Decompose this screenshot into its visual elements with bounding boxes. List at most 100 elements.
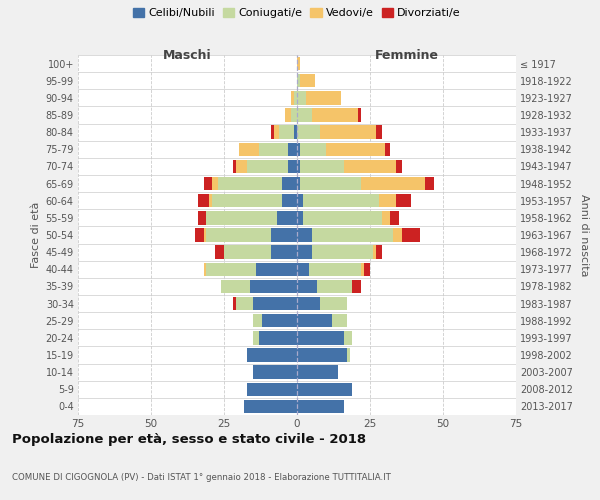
Bar [303, 211, 382, 224]
Bar [256, 262, 297, 276]
Bar [385, 142, 391, 156]
Bar [239, 142, 259, 156]
Bar [262, 314, 297, 328]
Bar [311, 246, 373, 259]
Bar [203, 177, 212, 190]
Bar [352, 280, 361, 293]
Bar [332, 314, 347, 328]
Bar [320, 297, 347, 310]
Bar [391, 211, 399, 224]
Bar [198, 211, 206, 224]
Bar [361, 177, 425, 190]
Bar [236, 160, 247, 173]
Bar [280, 126, 294, 139]
Bar [425, 177, 434, 190]
Bar [297, 331, 344, 344]
Bar [253, 297, 297, 310]
Bar [297, 126, 320, 139]
Bar [198, 194, 209, 207]
Bar [361, 262, 364, 276]
Bar [347, 348, 350, 362]
Bar [233, 297, 236, 310]
Bar [291, 108, 297, 122]
Bar [300, 160, 344, 173]
Bar [236, 297, 253, 310]
Bar [291, 91, 294, 104]
Bar [297, 246, 311, 259]
Bar [297, 366, 338, 379]
Bar [297, 108, 311, 122]
Bar [195, 228, 203, 241]
Bar [297, 382, 352, 396]
Bar [396, 160, 402, 173]
Bar [224, 246, 271, 259]
Bar [300, 177, 361, 190]
Bar [297, 280, 317, 293]
Bar [294, 91, 297, 104]
Bar [297, 91, 306, 104]
Bar [379, 194, 396, 207]
Bar [317, 280, 352, 293]
Bar [218, 177, 283, 190]
Bar [203, 228, 206, 241]
Bar [358, 108, 361, 122]
Bar [274, 126, 280, 139]
Bar [212, 194, 283, 207]
Bar [297, 194, 303, 207]
Text: Popolazione per età, sesso e stato civile - 2018: Popolazione per età, sesso e stato civil… [12, 432, 366, 446]
Bar [297, 74, 300, 88]
Bar [286, 108, 291, 122]
Bar [297, 262, 308, 276]
Bar [320, 126, 376, 139]
Bar [297, 57, 300, 70]
Bar [394, 228, 402, 241]
Text: COMUNE DI CIGOGNOLA (PV) - Dati ISTAT 1° gennaio 2018 - Elaborazione TUTTITALIA.: COMUNE DI CIGOGNOLA (PV) - Dati ISTAT 1°… [12, 473, 391, 482]
Bar [311, 108, 358, 122]
Bar [402, 228, 419, 241]
Bar [297, 142, 300, 156]
Bar [297, 211, 303, 224]
Bar [306, 91, 341, 104]
Bar [373, 246, 376, 259]
Bar [203, 262, 206, 276]
Bar [288, 160, 297, 173]
Bar [247, 160, 288, 173]
Bar [297, 400, 344, 413]
Bar [344, 160, 396, 173]
Bar [247, 382, 297, 396]
Bar [253, 331, 259, 344]
Bar [297, 297, 320, 310]
Bar [247, 348, 297, 362]
Bar [209, 194, 212, 207]
Bar [382, 211, 391, 224]
Bar [297, 314, 332, 328]
Bar [364, 262, 370, 276]
Bar [326, 142, 385, 156]
Legend: Celibi/Nubili, Coniugati/e, Vedovi/e, Divorziati/e: Celibi/Nubili, Coniugati/e, Vedovi/e, Di… [131, 6, 463, 20]
Bar [250, 280, 297, 293]
Bar [303, 194, 379, 207]
Bar [271, 228, 297, 241]
Bar [271, 126, 274, 139]
Bar [283, 177, 297, 190]
Bar [206, 211, 277, 224]
Bar [396, 194, 411, 207]
Bar [294, 126, 297, 139]
Bar [376, 126, 382, 139]
Y-axis label: Anni di nascita: Anni di nascita [578, 194, 589, 276]
Bar [212, 177, 218, 190]
Bar [297, 228, 311, 241]
Bar [297, 348, 347, 362]
Bar [297, 160, 300, 173]
Bar [206, 262, 256, 276]
Bar [344, 331, 352, 344]
Bar [271, 246, 297, 259]
Text: Maschi: Maschi [163, 49, 212, 62]
Bar [277, 211, 297, 224]
Bar [259, 331, 297, 344]
Bar [253, 366, 297, 379]
Bar [300, 142, 326, 156]
Text: Femmine: Femmine [374, 49, 439, 62]
Y-axis label: Fasce di età: Fasce di età [31, 202, 41, 268]
Bar [308, 262, 361, 276]
